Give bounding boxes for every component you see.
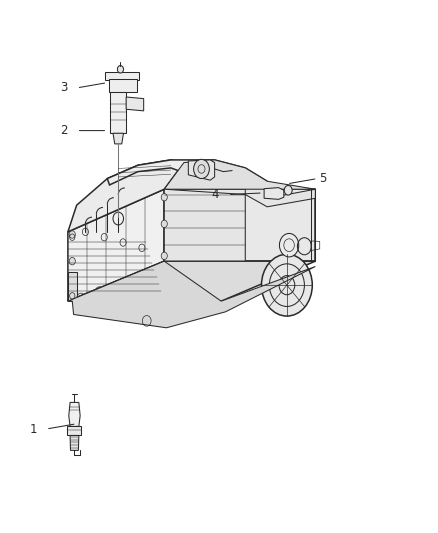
Circle shape [161,220,167,228]
Polygon shape [69,402,80,426]
Text: 1: 1 [30,423,37,435]
Polygon shape [110,92,126,133]
Circle shape [261,254,312,316]
Circle shape [284,185,292,195]
Circle shape [117,66,124,73]
Polygon shape [164,189,315,261]
Polygon shape [68,160,184,232]
Circle shape [69,231,75,238]
Text: 3: 3 [60,82,68,94]
Polygon shape [164,189,245,261]
Polygon shape [109,79,137,92]
Polygon shape [68,189,164,301]
Circle shape [194,159,209,179]
Polygon shape [107,160,267,188]
Circle shape [161,252,167,260]
Polygon shape [68,261,315,328]
Text: 5: 5 [319,172,326,185]
Text: 2: 2 [60,124,68,137]
Polygon shape [113,133,124,144]
Polygon shape [164,160,315,189]
Polygon shape [68,261,315,301]
Polygon shape [67,426,81,435]
Polygon shape [188,160,215,180]
Text: 4: 4 [212,188,219,201]
Polygon shape [68,272,77,301]
Polygon shape [264,188,284,199]
Polygon shape [70,435,79,450]
Circle shape [69,257,75,265]
Polygon shape [126,97,144,111]
Circle shape [161,193,167,201]
Polygon shape [105,72,139,80]
Polygon shape [245,181,315,207]
Circle shape [279,233,299,257]
